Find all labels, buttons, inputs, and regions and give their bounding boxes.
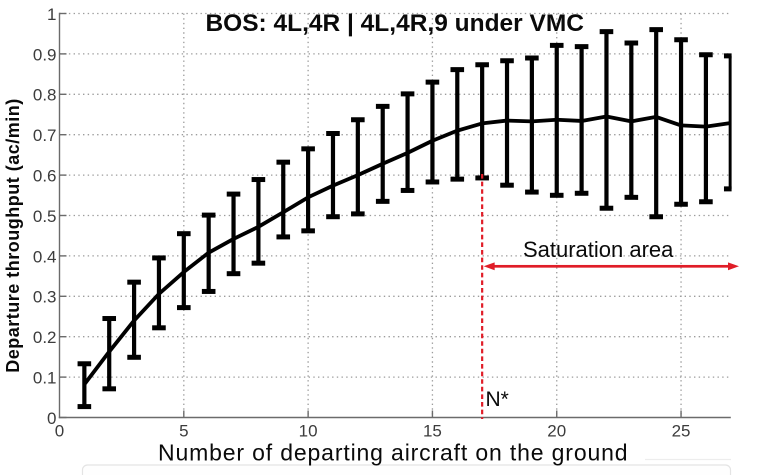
svg-text:5: 5 — [179, 421, 188, 440]
svg-text:1: 1 — [47, 5, 56, 24]
svg-text:0.1: 0.1 — [33, 369, 57, 388]
svg-text:0.6: 0.6 — [33, 167, 57, 186]
svg-text:20: 20 — [547, 421, 566, 440]
svg-text:Number of departing aircraft o: Number of departing aircraft on the grou… — [158, 440, 628, 466]
svg-text:0.7: 0.7 — [33, 126, 57, 145]
svg-text:Departure throughput (ac/min): Departure throughput (ac/min) — [3, 98, 23, 373]
svg-text:0.2: 0.2 — [33, 328, 57, 347]
svg-text:10: 10 — [299, 421, 318, 440]
svg-text:0: 0 — [47, 409, 56, 428]
svg-text:N*: N* — [486, 388, 509, 411]
svg-text:0.9: 0.9 — [33, 45, 57, 64]
svg-text:0.5: 0.5 — [33, 207, 57, 226]
svg-text:15: 15 — [423, 421, 442, 440]
svg-text:0.8: 0.8 — [33, 86, 57, 105]
svg-text:Saturation area: Saturation area — [523, 237, 674, 262]
svg-text:BOS: 4L,4R | 4L,4R,9 under VMC: BOS: 4L,4R | 4L,4R,9 under VMC — [205, 10, 584, 37]
svg-text:0.3: 0.3 — [33, 288, 57, 307]
svg-text:0: 0 — [55, 421, 64, 440]
svg-text:25: 25 — [672, 421, 691, 440]
svg-text:0.4: 0.4 — [33, 247, 57, 266]
